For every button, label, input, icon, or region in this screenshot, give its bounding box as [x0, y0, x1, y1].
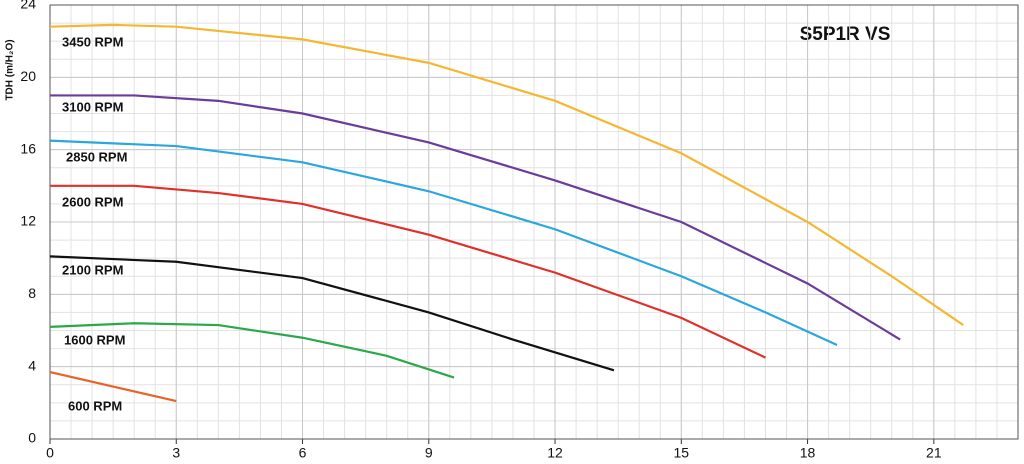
series-label: 1600 RPM [64, 332, 125, 347]
curve [49, 371, 177, 403]
curve [49, 139, 838, 346]
y-tick-label: 4 [28, 357, 36, 373]
curve [49, 322, 455, 379]
curve [49, 23, 964, 326]
x-tick-label: 0 [46, 445, 54, 461]
x-tick-label: 12 [547, 445, 563, 461]
curve [49, 255, 615, 372]
plot-frame [49, 4, 1019, 440]
y-tick-label: 20 [20, 68, 36, 84]
x-tick-label: 9 [425, 445, 433, 461]
chart-title: S5P1R VS [800, 24, 891, 45]
y-tick-label: 16 [20, 140, 36, 156]
y-tick-label: 24 [20, 0, 36, 12]
series-label: 2100 RPM [62, 262, 123, 277]
x-tick-label: 6 [299, 445, 307, 461]
x-tick-label: 3 [172, 445, 180, 461]
series-label: 2850 RPM [66, 149, 127, 164]
y-axis-label: TDH (m/H₂O) [5, 39, 16, 100]
y-tick-label: 12 [20, 213, 36, 229]
curve [50, 184, 766, 359]
series-label: 2600 RPM [62, 194, 123, 209]
x-tick-label: 21 [926, 445, 942, 461]
x-tick-label: 18 [800, 445, 816, 461]
series-label: 600 RPM [68, 398, 122, 413]
x-tick-label: 15 [674, 445, 690, 461]
curve [50, 94, 901, 341]
series-label: 3450 RPM [62, 34, 123, 49]
y-tick-label: 0 [28, 430, 36, 446]
y-tick-label: 8 [28, 285, 36, 301]
series-label: 3100 RPM [62, 99, 123, 114]
